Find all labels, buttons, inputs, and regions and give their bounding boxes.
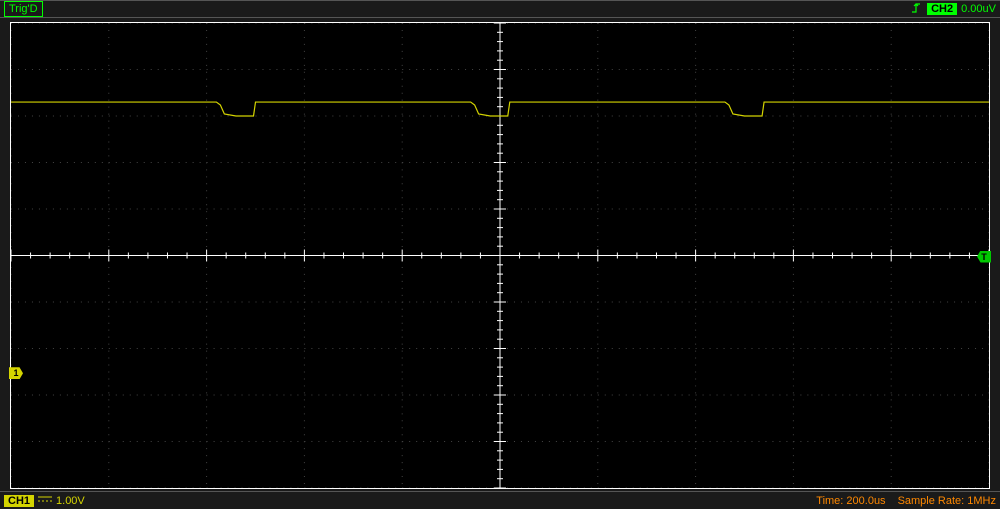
sample-rate-label: Sample Rate: 1MHz (898, 495, 996, 507)
trigger-level: 0.00uV (961, 3, 996, 15)
scope-grid (11, 23, 989, 488)
timebase-label: Time: 200.0us (816, 495, 885, 507)
trigger-channel-badge: CH2 (927, 3, 957, 15)
rising-edge-icon (911, 2, 923, 17)
trigger-status: Trig'D (4, 1, 43, 17)
ch1-badge: CH1 (4, 495, 34, 507)
ch1-info: CH1 1.00V (4, 495, 85, 507)
dc-coupling-icon (38, 495, 52, 506)
trigger-info: CH2 0.00uV (911, 2, 996, 17)
top-status-bar: Trig'D CH2 0.00uV (0, 0, 1000, 18)
bottom-status-bar: CH1 1.00V Time: 200.0us Sample Rate: 1MH… (0, 491, 1000, 509)
ch1-scale: 1.00V (56, 495, 85, 507)
timebase-info: Time: 200.0us Sample Rate: 1MHz (816, 495, 996, 507)
oscilloscope-display[interactable]: 1 T (10, 22, 990, 489)
